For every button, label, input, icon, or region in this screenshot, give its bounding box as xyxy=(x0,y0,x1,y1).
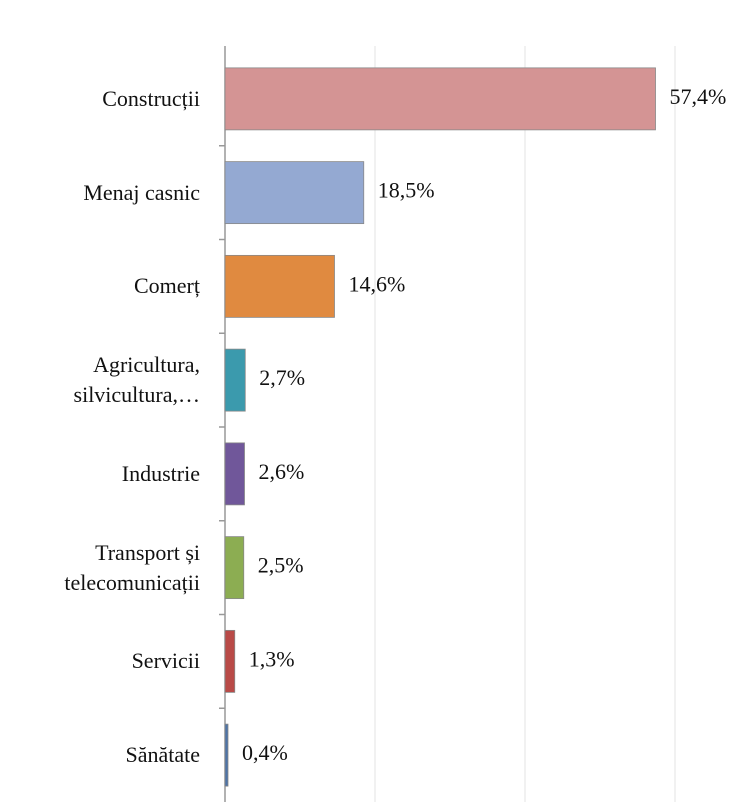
category-label: Construcții xyxy=(102,85,200,111)
category-label: Menaj casnic xyxy=(83,179,200,205)
value-label: 57,4% xyxy=(670,84,727,109)
value-label: 2,7% xyxy=(259,365,305,390)
category-label: Agricultura, silvicultura,… xyxy=(73,352,200,408)
bar xyxy=(224,723,229,787)
category-label: Servicii xyxy=(131,648,200,674)
category-label: Comerț xyxy=(134,273,200,299)
bar xyxy=(224,348,246,412)
bar xyxy=(224,536,245,600)
bar xyxy=(224,254,335,318)
category-label: Industrie xyxy=(121,460,200,486)
value-label: 14,6% xyxy=(349,271,406,296)
value-label: 2,5% xyxy=(258,553,304,578)
value-label: 1,3% xyxy=(249,646,295,671)
value-label: 0,4% xyxy=(242,740,288,765)
value-label: 18,5% xyxy=(378,178,435,203)
value-label: 2,6% xyxy=(259,459,305,484)
bar xyxy=(224,629,236,693)
bar xyxy=(224,442,245,506)
category-label: Transport și telecomunicații xyxy=(64,539,200,595)
category-label: Sănătate xyxy=(125,742,200,768)
bar xyxy=(224,67,656,131)
bar xyxy=(224,161,365,225)
